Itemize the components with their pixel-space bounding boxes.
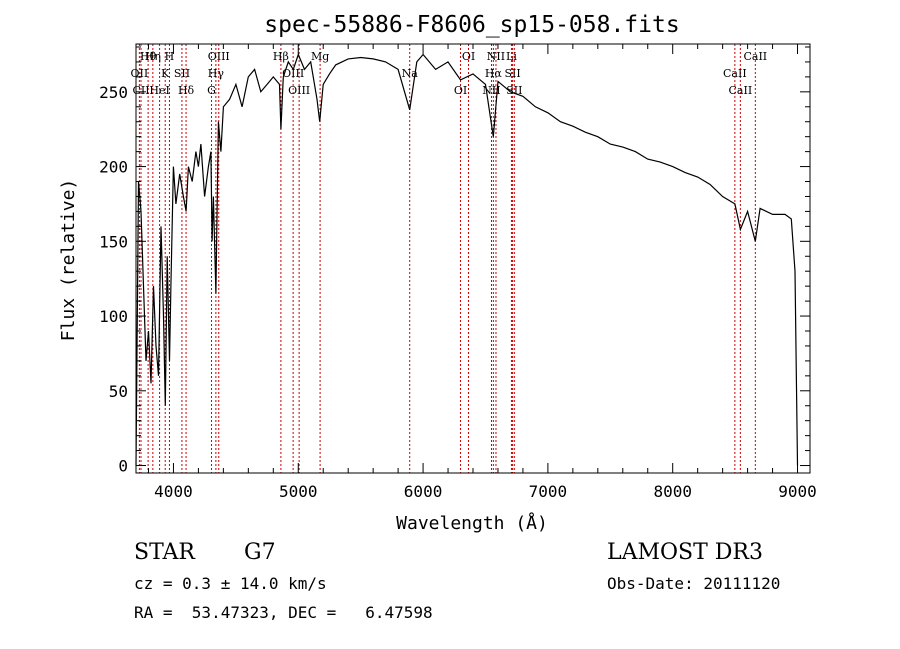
x-tick-label: 6000 [404, 482, 443, 501]
line-label: NII [487, 50, 505, 63]
x-tick-label: 9000 [778, 482, 817, 501]
axis-ticks: 4000 5000 6000 7000 8000 9000 0 50 100 150 200 250 [99, 44, 817, 501]
spectrum-line [135, 52, 799, 466]
x-tick-label: 7000 [529, 482, 568, 501]
line-label: OIII [282, 67, 304, 80]
emission-line-markers [138, 44, 756, 473]
line-label: K [161, 67, 170, 80]
x-axis-label: Wavelength (Å) [396, 512, 548, 534]
line-label: Mg [311, 50, 329, 63]
line-label: Li [506, 50, 517, 63]
line-label: Hη [145, 50, 161, 63]
line-label: OII [131, 67, 149, 80]
redshift-velocity: cz = 0.3 ± 14.0 km/s [134, 574, 327, 593]
line-label: CaII [743, 50, 767, 63]
survey-name: LAMOST DR3 [607, 540, 763, 565]
chart-title: spec-55886-F8606_sp15-058.fits [264, 12, 679, 38]
y-tick-label: 100 [99, 307, 128, 326]
line-label: G [207, 84, 216, 97]
object-class: STAR [134, 540, 195, 565]
x-tick-label: 5000 [279, 482, 318, 501]
y-tick-label: 150 [99, 232, 128, 251]
line-label: OIII [288, 84, 310, 97]
y-tick-label: 200 [99, 158, 128, 177]
y-axis-label: Flux (relative) [58, 179, 79, 342]
y-tick-label: 0 [118, 457, 128, 476]
line-label: CaII [729, 84, 753, 97]
line-label: Hθ [140, 50, 157, 63]
y-tick-label: 250 [99, 83, 128, 102]
line-label: SII [504, 67, 520, 80]
coordinates: RA = 53.47323, DEC = 6.47598 [134, 603, 433, 622]
line-label: CII [132, 84, 149, 97]
line-labels: Hθ OII CII HηK HeI H SII Hδ OIII Hγ G Hβ OIII OIII Mg N… [131, 50, 768, 97]
line-label: Hδ [178, 84, 195, 97]
line-label: OIII [208, 50, 230, 63]
x-tick-label: 8000 [653, 482, 692, 501]
line-label: Hγ [208, 67, 225, 80]
line-label: H [165, 50, 175, 63]
y-tick-label: 50 [109, 382, 128, 401]
line-label: HeI [149, 84, 169, 97]
object-subclass: G7 [244, 540, 276, 565]
line-label: Hβ [273, 50, 289, 63]
line-label: Hα [485, 67, 503, 80]
observation-date: Obs-Date: 20111120 [607, 574, 781, 593]
line-label: CaII [723, 67, 747, 80]
line-label: OI [462, 50, 475, 63]
x-tick-label: 4000 [154, 482, 193, 501]
plot-frame [135, 43, 811, 474]
line-label: OI [454, 84, 467, 97]
line-label: SII [506, 84, 522, 97]
line-label: SII [174, 67, 190, 80]
